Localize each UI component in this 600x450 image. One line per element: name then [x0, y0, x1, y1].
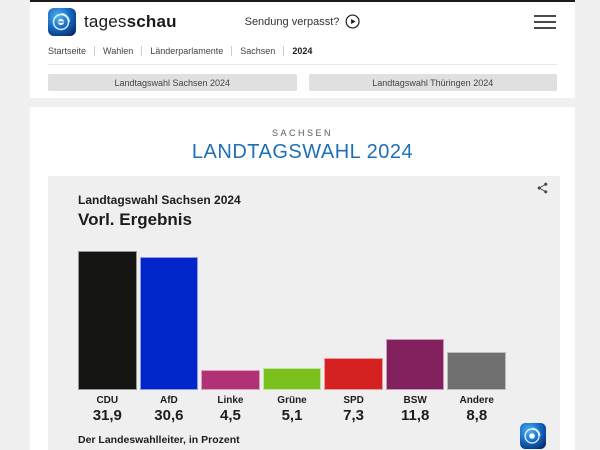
bar-value-cdu: 31,9	[92, 407, 122, 424]
bar-label-cdu: CDU	[96, 395, 119, 406]
bar-group-grüne: Grüne 5,1	[262, 242, 322, 424]
breadcrumb: Startseite Wahlen Länderparlamente Sachsen 2…	[48, 46, 557, 65]
hamburger-icon	[534, 15, 556, 17]
page-kicker: SACHSEN	[271, 128, 333, 138]
bar-track	[78, 242, 137, 390]
bar-group-andere: Andere 8,8	[447, 242, 507, 424]
bar-track	[447, 242, 507, 390]
bar-group-spd: SPD 7,3	[324, 242, 383, 424]
bar-value-spd: 7,3	[343, 407, 365, 424]
sendung-verpasst-link[interactable]: Sendung verpasst?	[245, 14, 361, 29]
bar-spd	[324, 358, 383, 390]
tab-landtagswahl-sachsen-2024[interactable]: Landtagswahl Sachsen 2024	[48, 74, 297, 91]
play-icon	[345, 14, 360, 29]
bar-group-linke: Linke 4,5	[201, 242, 260, 424]
bar-group-afd: AfD 30,6	[139, 242, 199, 424]
bar-group-bsw: BSW 11,8	[385, 242, 445, 424]
tagesschau-logo-icon	[48, 8, 76, 36]
bar-label-afd: AfD	[159, 395, 178, 406]
bar-value-linke: 4,5	[220, 407, 241, 424]
page-content: tagesschau Sendung verpasst? Startseite W…	[30, 0, 575, 450]
bar-label-andere: Andere	[459, 395, 494, 406]
share-button[interactable]	[536, 181, 549, 195]
bar-track	[262, 242, 322, 390]
header-top-row: tagesschau Sendung verpasst?	[30, 2, 575, 40]
bar-grüne	[262, 368, 322, 390]
bar-group-cdu: CDU 31,9	[78, 242, 137, 424]
breadcrumb-item-wahlen[interactable]: Wahlen	[94, 46, 133, 56]
bar-chart: CDU 31,9 AfD 30,6 Linke 4,5 Grüne 5,1 SPD 7,3 BSW 1…	[78, 242, 507, 424]
bar-linke	[201, 370, 260, 390]
tab-landtagswahl-thüringen-2024[interactable]: Landtagswahl Thüringen 2024	[308, 74, 557, 91]
election-tabs: Landtagswahl Sachsen 2024 Landtagswahl Th…	[48, 74, 557, 91]
tagesschau-wordmark: tagesschau	[84, 12, 177, 31]
breadcrumb-item-2024[interactable]: 2024	[283, 46, 312, 56]
breadcrumb-item-sachsen[interactable]: Sachsen	[231, 46, 275, 56]
breadcrumb-item-länderparlamente[interactable]: Länderparlamente	[141, 46, 223, 56]
page-title: LANDTAGSWAHL 2024	[191, 141, 414, 163]
bar-bsw	[385, 339, 445, 390]
bar-value-afd: 30,6	[154, 407, 184, 424]
bar-label-spd: SPD	[343, 395, 364, 406]
chart-source: Der Landeswahlleiter, in Prozent	[78, 434, 240, 446]
bar-label-grüne: Grüne	[277, 395, 307, 406]
menu-button[interactable]	[534, 15, 556, 29]
result-chart-card: Landtagswahl Sachsen 2024 Vorl. Ergebnis…	[48, 176, 560, 450]
main-content: SACHSEN LANDTAGSWAHL 2024 Landtagswahl S…	[30, 107, 575, 450]
bar-afd	[139, 257, 199, 390]
bar-andere	[447, 352, 507, 390]
bar-cdu	[78, 251, 137, 390]
bar-track	[139, 242, 199, 390]
bar-track	[201, 242, 260, 390]
bar-label-bsw: BSW	[403, 395, 427, 406]
bar-track	[324, 242, 383, 390]
sendung-verpasst-label: Sendung verpasst?	[244, 15, 340, 28]
tagesschau-home-link[interactable]: tagesschau	[48, 8, 177, 36]
chart-title: Landtagswahl Sachsen 2024	[78, 193, 241, 207]
bar-label-linke: Linke	[217, 395, 244, 406]
site-header: tagesschau Sendung verpasst? Startseite W…	[30, 0, 575, 98]
tagesschau-watermark-icon	[520, 423, 546, 449]
bar-value-bsw: 11,8	[400, 407, 430, 424]
bar-track	[385, 242, 445, 390]
bar-value-grüne: 5,1	[281, 407, 303, 424]
chart-subtitle: Vorl. Ergebnis	[78, 210, 192, 229]
breadcrumb-item-startseite[interactable]: Startseite	[48, 46, 87, 56]
bar-value-andere: 8,8	[466, 407, 488, 424]
share-icon	[537, 182, 548, 194]
